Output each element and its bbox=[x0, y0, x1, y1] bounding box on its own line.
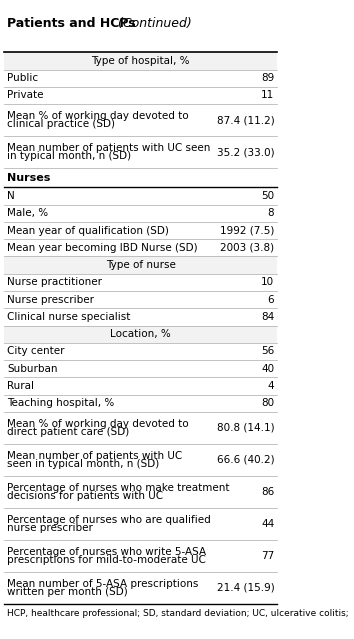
Text: 80: 80 bbox=[261, 398, 274, 408]
Text: Teaching hospital, %: Teaching hospital, % bbox=[7, 398, 114, 408]
Text: 4: 4 bbox=[268, 381, 274, 391]
Text: 44: 44 bbox=[261, 519, 274, 529]
Text: Location, %: Location, % bbox=[110, 329, 171, 339]
Text: Rural: Rural bbox=[7, 381, 34, 391]
Text: (Continued): (Continued) bbox=[114, 17, 192, 30]
Text: Public: Public bbox=[7, 73, 38, 83]
Text: Private: Private bbox=[7, 91, 44, 100]
Text: 84: 84 bbox=[261, 312, 274, 322]
Text: 86: 86 bbox=[261, 487, 274, 497]
Text: Percentage of nurses who write 5-ASA: Percentage of nurses who write 5-ASA bbox=[7, 546, 206, 557]
Text: 66.6 (40.2): 66.6 (40.2) bbox=[217, 455, 274, 465]
Text: 1992 (7.5): 1992 (7.5) bbox=[220, 226, 274, 236]
Text: Percentage of nurses who are qualified: Percentage of nurses who are qualified bbox=[7, 514, 211, 525]
Text: prescriptions for mild-to-moderate UC: prescriptions for mild-to-moderate UC bbox=[7, 555, 206, 566]
Text: seen in typical month, n (SD): seen in typical month, n (SD) bbox=[7, 459, 159, 469]
Text: Type of hospital, %: Type of hospital, % bbox=[91, 56, 190, 66]
Text: direct patient care (SD): direct patient care (SD) bbox=[7, 427, 129, 437]
Text: in typical month, n (SD): in typical month, n (SD) bbox=[7, 151, 131, 162]
Text: Nurse practitioner: Nurse practitioner bbox=[7, 277, 102, 288]
Text: Mean year of qualification (SD): Mean year of qualification (SD) bbox=[7, 226, 169, 236]
Text: HCP, healthcare professional; SD, standard deviation; UC, ulcerative colitis;: HCP, healthcare professional; SD, standa… bbox=[7, 609, 349, 618]
Text: Mean % of working day devoted to: Mean % of working day devoted to bbox=[7, 111, 189, 121]
Text: written per month (SD): written per month (SD) bbox=[7, 587, 128, 597]
Text: 80.8 (14.1): 80.8 (14.1) bbox=[217, 423, 274, 433]
Text: Patients and HCPs: Patients and HCPs bbox=[7, 17, 136, 30]
Text: Mean % of working day devoted to: Mean % of working day devoted to bbox=[7, 419, 189, 429]
Text: decisions for patients with UC: decisions for patients with UC bbox=[7, 491, 163, 501]
Text: Male, %: Male, % bbox=[7, 208, 48, 219]
Text: City center: City center bbox=[7, 346, 64, 357]
Text: 89: 89 bbox=[261, 73, 274, 83]
Bar bbox=[4, 52, 277, 70]
Text: Mean number of 5-ASA prescriptions: Mean number of 5-ASA prescriptions bbox=[7, 578, 198, 589]
Text: clinical practice (SD): clinical practice (SD) bbox=[7, 119, 115, 130]
Text: 2003 (3.8): 2003 (3.8) bbox=[220, 243, 274, 253]
Text: N: N bbox=[7, 191, 15, 201]
Text: 21.4 (15.9): 21.4 (15.9) bbox=[217, 583, 274, 593]
Text: Mean number of patients with UC seen: Mean number of patients with UC seen bbox=[7, 142, 210, 153]
Text: 50: 50 bbox=[261, 191, 274, 201]
Text: 11: 11 bbox=[261, 91, 274, 100]
Text: 8: 8 bbox=[268, 208, 274, 219]
Text: 35.2 (33.0): 35.2 (33.0) bbox=[217, 147, 274, 157]
Text: 40: 40 bbox=[261, 364, 274, 374]
Text: Mean year becoming IBD Nurse (SD): Mean year becoming IBD Nurse (SD) bbox=[7, 243, 198, 253]
Text: 6: 6 bbox=[268, 295, 274, 305]
Text: 10: 10 bbox=[261, 277, 274, 288]
Bar bbox=[4, 256, 277, 273]
Text: Type of nurse: Type of nurse bbox=[106, 260, 176, 270]
Bar bbox=[4, 325, 277, 343]
Text: 77: 77 bbox=[261, 551, 274, 561]
Text: Nurse prescriber: Nurse prescriber bbox=[7, 295, 94, 305]
Text: Mean number of patients with UC: Mean number of patients with UC bbox=[7, 450, 182, 461]
Text: nurse prescriber: nurse prescriber bbox=[7, 523, 93, 533]
Text: Suburban: Suburban bbox=[7, 364, 57, 374]
Text: 87.4 (11.2): 87.4 (11.2) bbox=[217, 115, 274, 125]
Text: Percentage of nurses who make treatment: Percentage of nurses who make treatment bbox=[7, 482, 229, 493]
Text: Clinical nurse specialist: Clinical nurse specialist bbox=[7, 312, 130, 322]
Text: Nurses: Nurses bbox=[7, 173, 50, 183]
Text: 56: 56 bbox=[261, 346, 274, 357]
